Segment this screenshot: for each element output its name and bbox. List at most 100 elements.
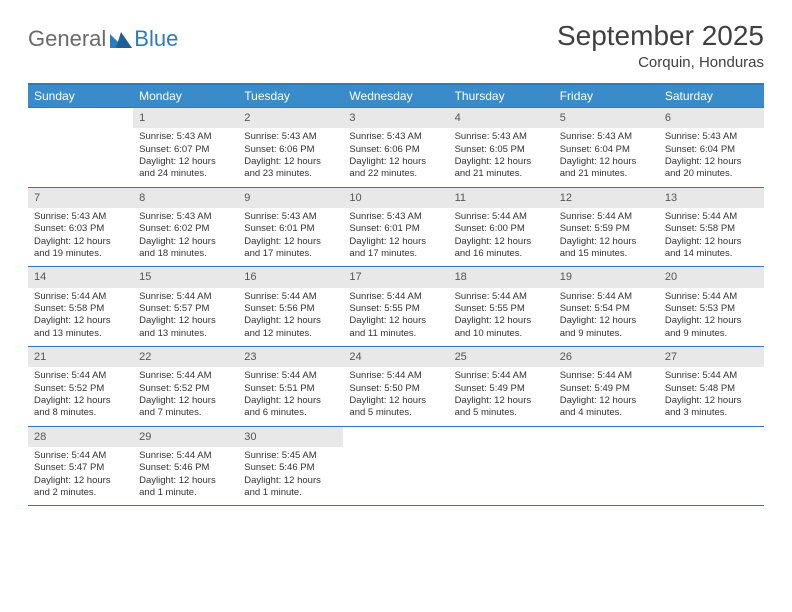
sunrise-text: Sunrise: 5:44 AM xyxy=(34,291,127,303)
sunrise-text: Sunrise: 5:44 AM xyxy=(455,291,548,303)
day-number: 17 xyxy=(343,267,448,287)
sunrise-text: Sunrise: 5:44 AM xyxy=(560,291,653,303)
day-info: Sunrise: 5:43 AMSunset: 6:06 PMDaylight:… xyxy=(343,128,448,186)
day-info: Sunrise: 5:44 AMSunset: 5:47 PMDaylight:… xyxy=(28,447,133,505)
daylight-text: Daylight: 12 hours and 6 minutes. xyxy=(244,395,337,420)
sunset-text: Sunset: 6:06 PM xyxy=(244,144,337,156)
daylight-text: Daylight: 12 hours and 11 minutes. xyxy=(349,315,442,340)
sunset-text: Sunset: 5:46 PM xyxy=(244,462,337,474)
day-number: 29 xyxy=(133,427,238,447)
day-cell: 13Sunrise: 5:44 AMSunset: 5:58 PMDayligh… xyxy=(659,188,764,267)
day-number: 23 xyxy=(238,347,343,367)
logo-triangle-icon xyxy=(110,30,132,48)
day-number: 20 xyxy=(659,267,764,287)
day-number: 14 xyxy=(28,267,133,287)
day-cell: 17Sunrise: 5:44 AMSunset: 5:55 PMDayligh… xyxy=(343,267,448,346)
sunset-text: Sunset: 5:55 PM xyxy=(349,303,442,315)
sunset-text: Sunset: 6:01 PM xyxy=(349,223,442,235)
day-info: Sunrise: 5:44 AMSunset: 5:52 PMDaylight:… xyxy=(133,367,238,425)
header: General Blue September 2025 Corquin, Hon… xyxy=(28,20,764,71)
day-info: Sunrise: 5:44 AMSunset: 5:51 PMDaylight:… xyxy=(238,367,343,425)
day-number: 18 xyxy=(449,267,554,287)
day-number: 7 xyxy=(28,188,133,208)
day-number xyxy=(343,427,448,433)
daylight-text: Daylight: 12 hours and 22 minutes. xyxy=(349,156,442,181)
day-cell: 8Sunrise: 5:43 AMSunset: 6:02 PMDaylight… xyxy=(133,188,238,267)
day-number: 9 xyxy=(238,188,343,208)
daylight-text: Daylight: 12 hours and 7 minutes. xyxy=(139,395,232,420)
dow-tuesday: Tuesday xyxy=(238,85,343,107)
day-cell: 15Sunrise: 5:44 AMSunset: 5:57 PMDayligh… xyxy=(133,267,238,346)
sunrise-text: Sunrise: 5:44 AM xyxy=(349,291,442,303)
sunrise-text: Sunrise: 5:43 AM xyxy=(349,131,442,143)
week-row: 14Sunrise: 5:44 AMSunset: 5:58 PMDayligh… xyxy=(28,266,764,346)
day-cell: 12Sunrise: 5:44 AMSunset: 5:59 PMDayligh… xyxy=(554,188,659,267)
dow-row: Sunday Monday Tuesday Wednesday Thursday… xyxy=(28,85,764,107)
day-cell: 28Sunrise: 5:44 AMSunset: 5:47 PMDayligh… xyxy=(28,427,133,506)
sunset-text: Sunset: 5:52 PM xyxy=(34,383,127,395)
day-number: 15 xyxy=(133,267,238,287)
week-row: 28Sunrise: 5:44 AMSunset: 5:47 PMDayligh… xyxy=(28,426,764,506)
daylight-text: Daylight: 12 hours and 15 minutes. xyxy=(560,236,653,261)
day-number: 27 xyxy=(659,347,764,367)
day-info: Sunrise: 5:44 AMSunset: 5:49 PMDaylight:… xyxy=(449,367,554,425)
dow-monday: Monday xyxy=(133,85,238,107)
day-cell xyxy=(659,427,764,506)
day-cell: 9Sunrise: 5:43 AMSunset: 6:01 PMDaylight… xyxy=(238,188,343,267)
week-row: 21Sunrise: 5:44 AMSunset: 5:52 PMDayligh… xyxy=(28,346,764,426)
day-number: 26 xyxy=(554,347,659,367)
sunrise-text: Sunrise: 5:43 AM xyxy=(244,131,337,143)
day-info: Sunrise: 5:43 AMSunset: 6:01 PMDaylight:… xyxy=(238,208,343,266)
day-cell: 26Sunrise: 5:44 AMSunset: 5:49 PMDayligh… xyxy=(554,347,659,426)
day-cell: 4Sunrise: 5:43 AMSunset: 6:05 PMDaylight… xyxy=(449,108,554,187)
daylight-text: Daylight: 12 hours and 1 minute. xyxy=(244,475,337,500)
day-cell: 1Sunrise: 5:43 AMSunset: 6:07 PMDaylight… xyxy=(133,108,238,187)
day-cell xyxy=(28,108,133,187)
sunset-text: Sunset: 6:01 PM xyxy=(244,223,337,235)
day-number: 30 xyxy=(238,427,343,447)
day-info: Sunrise: 5:44 AMSunset: 5:58 PMDaylight:… xyxy=(659,208,764,266)
sunrise-text: Sunrise: 5:44 AM xyxy=(455,370,548,382)
day-info: Sunrise: 5:43 AMSunset: 6:07 PMDaylight:… xyxy=(133,128,238,186)
day-cell: 16Sunrise: 5:44 AMSunset: 5:56 PMDayligh… xyxy=(238,267,343,346)
sunset-text: Sunset: 5:51 PM xyxy=(244,383,337,395)
sunrise-text: Sunrise: 5:43 AM xyxy=(244,211,337,223)
day-info: Sunrise: 5:44 AMSunset: 5:46 PMDaylight:… xyxy=(133,447,238,505)
sunset-text: Sunset: 5:56 PM xyxy=(244,303,337,315)
day-info: Sunrise: 5:43 AMSunset: 6:06 PMDaylight:… xyxy=(238,128,343,186)
page: General Blue September 2025 Corquin, Hon… xyxy=(0,0,792,526)
logo: General Blue xyxy=(28,26,178,52)
month-title: September 2025 xyxy=(557,20,764,52)
dow-saturday: Saturday xyxy=(659,85,764,107)
daylight-text: Daylight: 12 hours and 21 minutes. xyxy=(560,156,653,181)
location: Corquin, Honduras xyxy=(557,54,764,71)
day-number xyxy=(449,427,554,433)
sunset-text: Sunset: 6:04 PM xyxy=(665,144,758,156)
sunset-text: Sunset: 6:00 PM xyxy=(455,223,548,235)
sunset-text: Sunset: 6:05 PM xyxy=(455,144,548,156)
day-cell: 6Sunrise: 5:43 AMSunset: 6:04 PMDaylight… xyxy=(659,108,764,187)
day-info: Sunrise: 5:44 AMSunset: 5:56 PMDaylight:… xyxy=(238,288,343,346)
logo-text-general: General xyxy=(28,26,106,52)
day-cell: 23Sunrise: 5:44 AMSunset: 5:51 PMDayligh… xyxy=(238,347,343,426)
sunset-text: Sunset: 5:58 PM xyxy=(34,303,127,315)
sunset-text: Sunset: 5:53 PM xyxy=(665,303,758,315)
sunset-text: Sunset: 6:06 PM xyxy=(349,144,442,156)
day-number: 16 xyxy=(238,267,343,287)
day-cell xyxy=(343,427,448,506)
day-info: Sunrise: 5:44 AMSunset: 5:55 PMDaylight:… xyxy=(343,288,448,346)
day-cell: 21Sunrise: 5:44 AMSunset: 5:52 PMDayligh… xyxy=(28,347,133,426)
daylight-text: Daylight: 12 hours and 3 minutes. xyxy=(665,395,758,420)
day-info: Sunrise: 5:44 AMSunset: 5:59 PMDaylight:… xyxy=(554,208,659,266)
day-cell: 10Sunrise: 5:43 AMSunset: 6:01 PMDayligh… xyxy=(343,188,448,267)
day-cell: 18Sunrise: 5:44 AMSunset: 5:55 PMDayligh… xyxy=(449,267,554,346)
sunset-text: Sunset: 5:55 PM xyxy=(455,303,548,315)
sunrise-text: Sunrise: 5:44 AM xyxy=(244,291,337,303)
day-number: 1 xyxy=(133,108,238,128)
sunset-text: Sunset: 5:58 PM xyxy=(665,223,758,235)
week-row: 7Sunrise: 5:43 AMSunset: 6:03 PMDaylight… xyxy=(28,187,764,267)
sunset-text: Sunset: 6:02 PM xyxy=(139,223,232,235)
daylight-text: Daylight: 12 hours and 19 minutes. xyxy=(34,236,127,261)
day-cell: 22Sunrise: 5:44 AMSunset: 5:52 PMDayligh… xyxy=(133,347,238,426)
sunrise-text: Sunrise: 5:43 AM xyxy=(455,131,548,143)
